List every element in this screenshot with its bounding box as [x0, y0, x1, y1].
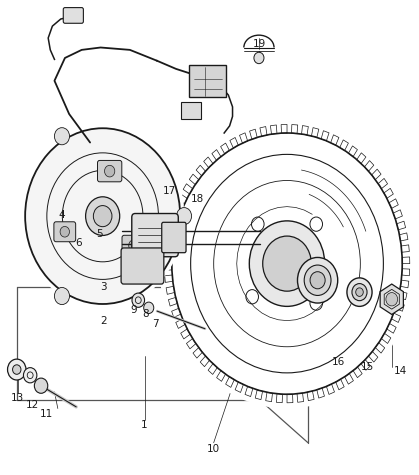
FancyBboxPatch shape — [181, 102, 201, 119]
Text: 4: 4 — [59, 209, 65, 220]
Circle shape — [249, 221, 325, 306]
Circle shape — [54, 287, 70, 304]
Circle shape — [23, 368, 37, 383]
Circle shape — [356, 288, 363, 296]
Text: 15: 15 — [361, 361, 375, 372]
Circle shape — [60, 227, 70, 237]
FancyBboxPatch shape — [54, 222, 76, 242]
Text: 10: 10 — [207, 444, 220, 454]
FancyBboxPatch shape — [98, 161, 122, 182]
Text: 8: 8 — [142, 309, 149, 320]
Circle shape — [129, 240, 138, 251]
Circle shape — [85, 197, 120, 236]
Circle shape — [159, 119, 415, 408]
Circle shape — [104, 165, 115, 177]
Text: 9: 9 — [130, 304, 137, 315]
Text: 7: 7 — [152, 319, 158, 329]
Circle shape — [144, 302, 154, 314]
Circle shape — [263, 236, 311, 291]
Text: 14: 14 — [393, 366, 407, 377]
Circle shape — [25, 128, 180, 304]
FancyBboxPatch shape — [189, 65, 226, 97]
Text: 16: 16 — [332, 357, 345, 367]
Circle shape — [93, 206, 112, 227]
Circle shape — [176, 208, 191, 225]
Circle shape — [13, 365, 21, 374]
Circle shape — [132, 293, 145, 307]
Circle shape — [297, 257, 338, 303]
Circle shape — [304, 265, 331, 295]
Text: 17: 17 — [163, 186, 176, 196]
Text: 13: 13 — [11, 393, 24, 403]
Circle shape — [310, 272, 325, 289]
Circle shape — [352, 284, 367, 301]
Circle shape — [347, 278, 372, 306]
Text: 5: 5 — [96, 228, 103, 239]
Text: 19: 19 — [252, 38, 266, 49]
Text: 1: 1 — [141, 420, 148, 430]
Circle shape — [386, 293, 398, 306]
FancyBboxPatch shape — [162, 222, 186, 253]
Text: 11: 11 — [40, 409, 54, 419]
Circle shape — [254, 52, 264, 64]
Circle shape — [21, 124, 184, 309]
FancyBboxPatch shape — [63, 8, 83, 23]
FancyBboxPatch shape — [132, 214, 178, 256]
Text: 6: 6 — [75, 238, 82, 248]
FancyBboxPatch shape — [122, 235, 145, 256]
Text: 18: 18 — [191, 193, 204, 204]
Text: 12: 12 — [26, 399, 39, 410]
Text: 3: 3 — [101, 282, 107, 293]
Circle shape — [34, 378, 48, 393]
Text: 2: 2 — [101, 315, 107, 326]
FancyBboxPatch shape — [121, 248, 164, 284]
Circle shape — [54, 128, 70, 145]
Circle shape — [8, 359, 26, 380]
Polygon shape — [380, 284, 403, 314]
